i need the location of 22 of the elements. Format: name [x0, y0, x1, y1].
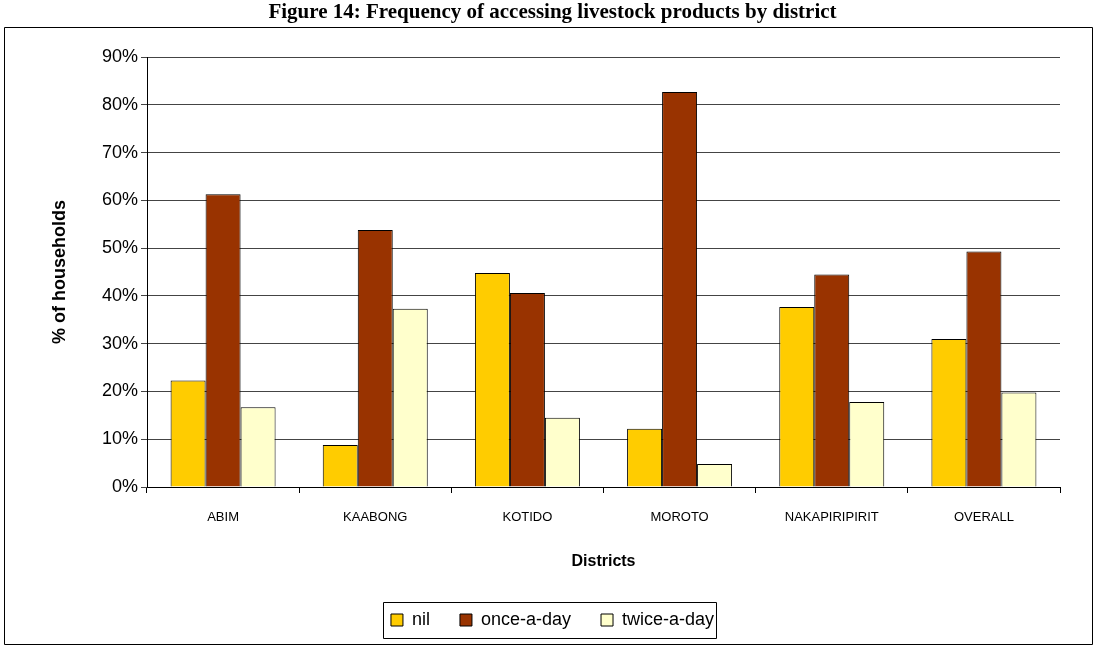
y-tick-label: 30% [101, 332, 138, 353]
legend-label: once-a-day [480, 608, 572, 629]
y-tick-label: 0% [111, 475, 138, 496]
y-tick-label: 90% [101, 46, 138, 67]
y-tick-label: 60% [101, 189, 138, 210]
x-axis-title: Districts [571, 551, 636, 569]
y-tick-label: 70% [101, 141, 138, 162]
x-tick-label: NAKAPIRIPIRIT [784, 509, 879, 525]
legend-label: nil [411, 608, 430, 629]
x-tick-label: KAABONG [343, 509, 408, 525]
legend-label: twice-a-day [622, 608, 715, 629]
x-tick-label: OVERALL [953, 509, 1014, 525]
x-tick-label: KOTIDO [502, 509, 553, 525]
y-tick-label: 20% [101, 380, 138, 401]
x-tick-label: ABIM [207, 509, 239, 525]
y-tick-label: 80% [101, 93, 138, 114]
y-tick-label: 50% [101, 237, 138, 258]
chart-title: Figure 14: Frequency of accessing livestock products by district [268, 0, 837, 24]
y-tick-label: 40% [101, 284, 138, 305]
x-tick-label: MOROTO [650, 509, 709, 525]
y-tick-label: 10% [101, 428, 138, 449]
y-axis-title: % of households [48, 200, 69, 345]
